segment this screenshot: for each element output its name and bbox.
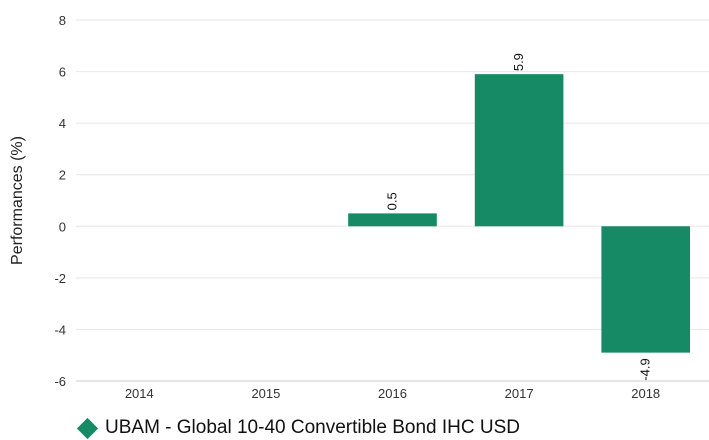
y-axis-label: Performances (%): [9, 136, 26, 265]
x-tick-label: 2017: [505, 386, 534, 401]
x-tick-label: 2016: [378, 386, 407, 401]
y-axis-ticks: -6 -4 -2 0 2 4 6 8: [54, 13, 66, 389]
bar[interactable]: [601, 226, 691, 353]
legend[interactable]: UBAM - Global 10-40 Convertible Bond IHC…: [76, 416, 520, 440]
bar-series: [348, 74, 691, 353]
y-tick-label: -4: [54, 322, 66, 337]
x-tick-label: 2015: [251, 386, 280, 401]
data-labels: 0.5 5.9 -4.9: [385, 53, 653, 381]
data-label: -4.9: [638, 358, 653, 380]
y-tick-label: 6: [59, 65, 66, 80]
y-tick-label: 2: [59, 168, 66, 183]
legend-label: UBAM - Global 10-40 Convertible Bond IHC…: [105, 417, 521, 438]
y-tick-label: 4: [59, 116, 66, 131]
y-tick-label: 8: [59, 13, 66, 28]
y-tick-label: -6: [54, 374, 66, 389]
data-label: 0.5: [385, 192, 400, 210]
bar[interactable]: [348, 213, 437, 227]
x-axis-ticks: 2014 2015 2016 2017 2018: [125, 386, 660, 401]
gridlines: [76, 19, 709, 382]
legend-marker-icon: [76, 417, 99, 439]
y-tick-label: 0: [59, 219, 66, 234]
x-tick-label: 2014: [125, 386, 154, 401]
data-label: 5.9: [511, 53, 526, 71]
x-tick-label: 2018: [631, 386, 660, 401]
bar[interactable]: [474, 74, 564, 227]
y-tick-label: -2: [54, 271, 66, 286]
